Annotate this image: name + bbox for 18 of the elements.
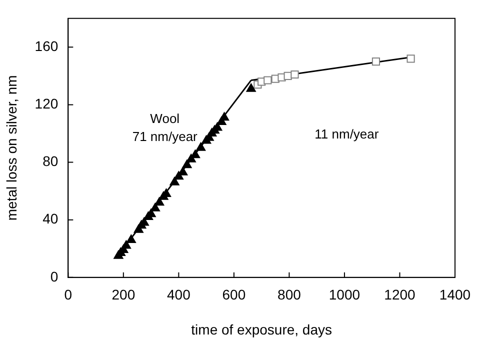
x-tick-label: 400 xyxy=(167,286,191,303)
y-tick-label: 80 xyxy=(42,153,58,170)
y-tick-label: 40 xyxy=(42,210,58,227)
annotation: 11 nm/year xyxy=(314,126,380,142)
x-axis-title: time of exposure, days xyxy=(191,321,332,338)
x-tick-label: 600 xyxy=(222,286,246,303)
annotation: 71 nm/year xyxy=(132,129,198,144)
y-tick-label: 0 xyxy=(50,268,58,284)
x-tick-label: 1400 xyxy=(439,286,471,303)
y-tick-label: 120 xyxy=(34,96,58,112)
x-tick-label: 1000 xyxy=(328,286,360,303)
x-tick-label: 1200 xyxy=(384,286,416,303)
annotation: Wool xyxy=(150,110,180,126)
x-tick-label: 800 xyxy=(278,286,302,303)
x-tick-label: 200 xyxy=(112,286,136,303)
x-tick-label: 0 xyxy=(64,286,72,303)
y-axis-title: metal loss on silver, nm xyxy=(3,75,20,221)
y-tick-label: 160 xyxy=(34,38,58,54)
